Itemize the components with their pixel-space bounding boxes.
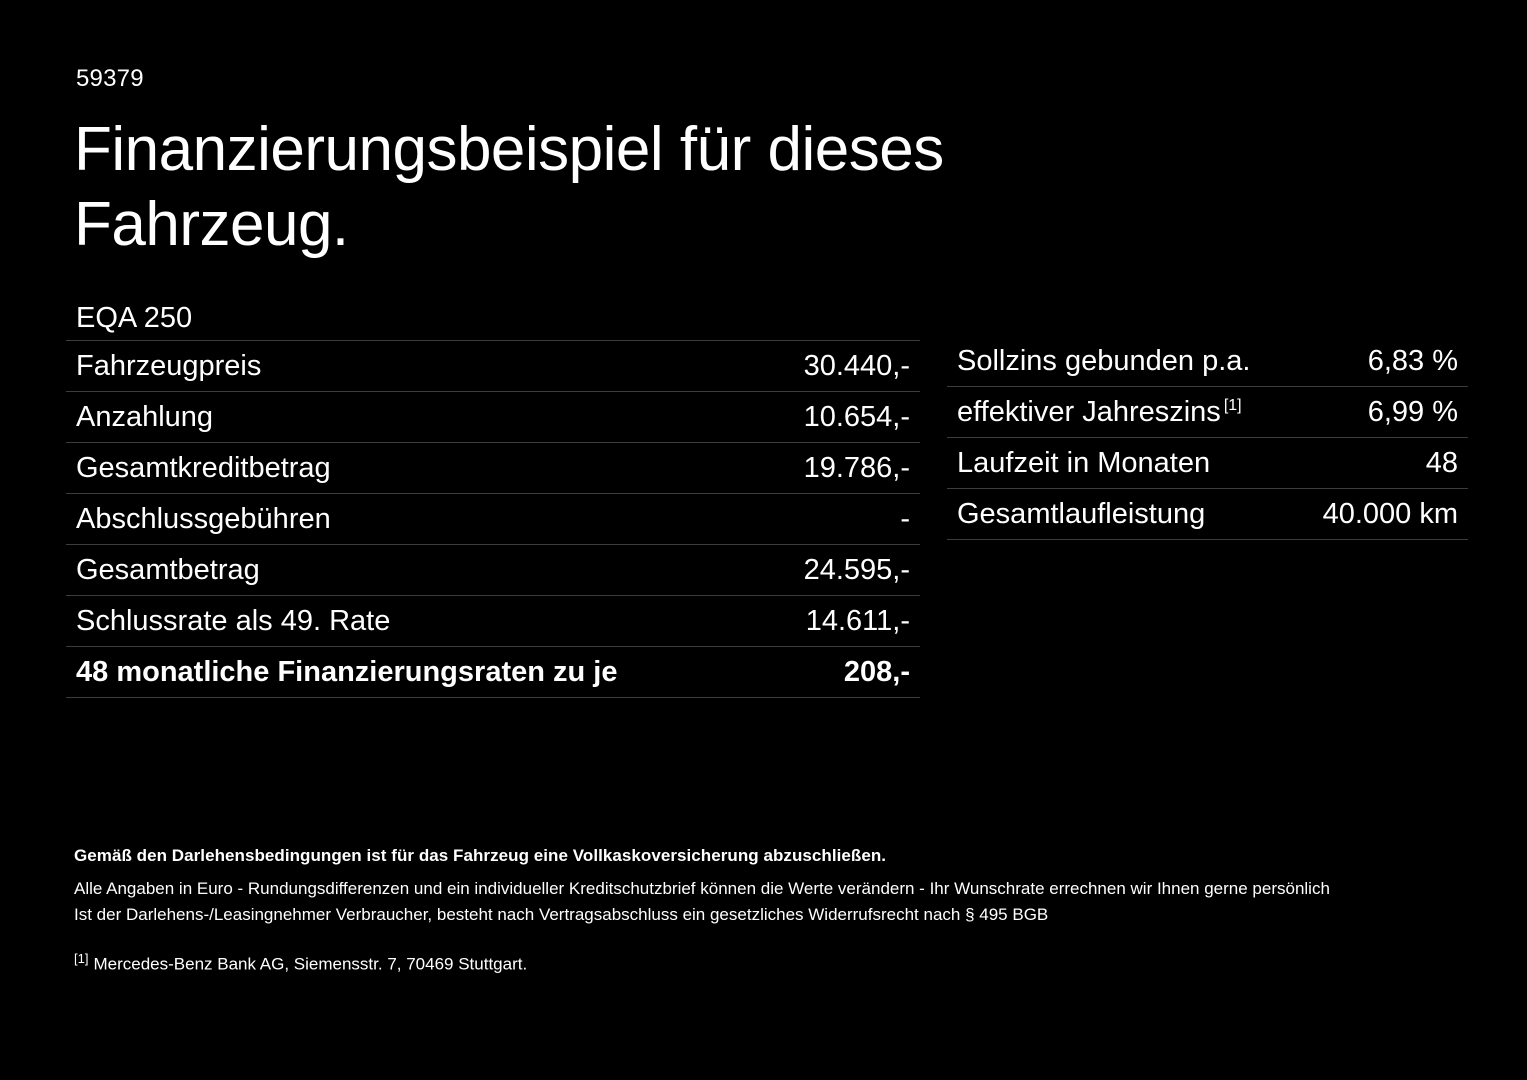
footnote-insurance-notice: Gemäß den Darlehensbedingungen ist für d…	[74, 846, 887, 865]
footnote-marker: [1]	[74, 951, 89, 966]
row-value: 48	[1425, 447, 1458, 479]
table-row: Abschlussgebühren -	[66, 494, 920, 545]
footnote-withdrawal-notice: Ist der Darlehens-/Leasingnehmer Verbrau…	[74, 905, 1049, 924]
row-value: 40.000 km	[1322, 498, 1458, 530]
row-label: Gesamtbetrag	[76, 554, 260, 586]
row-value: 10.654,-	[803, 401, 910, 433]
table-row-monthly-rate: 48 monatliche Finanzierungsraten zu je 2…	[66, 647, 920, 698]
row-value: -	[900, 503, 910, 535]
table-row: Gesamtkreditbetrag 19.786,-	[66, 443, 920, 494]
vehicle-financing-table: EQA 250 Fahrzeugpreis 30.440,- Anzahlung…	[66, 296, 920, 698]
row-value: 6,99 %	[1367, 396, 1458, 428]
loan-terms-rows: Sollzins gebunden p.a. 6,83 % effektiver…	[947, 336, 1468, 540]
loan-terms-table: Sollzins gebunden p.a. 6,83 % effektiver…	[947, 336, 1468, 540]
row-label: Anzahlung	[76, 401, 214, 433]
table-row: Anzahlung 10.654,-	[66, 392, 920, 443]
footnote-source: [1] Mercedes-Benz Bank AG, Siemensstr. 7,…	[74, 948, 1454, 976]
table-row: Gesamtlaufleistung 40.000 km	[947, 489, 1468, 540]
row-label: Gesamtlaufleistung	[957, 498, 1206, 530]
row-label: Laufzeit in Monaten	[957, 447, 1211, 479]
table-row: Sollzins gebunden p.a. 6,83 %	[947, 336, 1468, 387]
footnote-marker: [1]	[1223, 397, 1242, 415]
row-label: Fahrzeugpreis	[76, 350, 262, 382]
row-label: Sollzins gebunden p.a.	[957, 345, 1251, 377]
table-row: Laufzeit in Monaten 48	[947, 438, 1468, 489]
row-value: 24.595,-	[803, 554, 910, 586]
row-label: 48 monatliche Finanzierungsraten zu je	[76, 656, 618, 688]
row-label: Schlussrate als 49. Rate	[76, 605, 391, 637]
row-value: 208,-	[843, 656, 910, 688]
row-value: 19.786,-	[803, 452, 910, 484]
footnote-currency-notice: Alle Angaben in Euro - Rundungsdifferenz…	[74, 879, 1330, 898]
page-title: Finanzierungsbeispiel für dieses Fahrzeu…	[74, 115, 944, 259]
reference-number: 59379	[76, 65, 144, 92]
footnote-source-text: Mercedes-Benz Bank AG, Siemensstr. 7, 70…	[93, 954, 528, 974]
table-row: effektiver Jahreszins [1] 6,99 %	[947, 387, 1468, 438]
row-value: 6,83 %	[1367, 345, 1458, 377]
vehicle-financing-rows: Fahrzeugpreis 30.440,- Anzahlung 10.654,…	[66, 340, 920, 698]
row-value: 14.611,-	[805, 605, 910, 637]
row-label: Gesamtkreditbetrag	[76, 452, 331, 484]
row-label: Abschlussgebühren	[76, 503, 331, 535]
table-row: Fahrzeugpreis 30.440,-	[66, 341, 920, 392]
table-row: Gesamtbetrag 24.595,-	[66, 545, 920, 596]
footnotes-block: Gemäß den Darlehensbedingungen ist für d…	[74, 845, 1454, 976]
vehicle-model-name: EQA 250	[76, 302, 193, 334]
row-value: 30.440,-	[803, 350, 910, 382]
table-row: Schlussrate als 49. Rate 14.611,-	[66, 596, 920, 647]
row-label: effektiver Jahreszins [1]	[957, 396, 1242, 428]
